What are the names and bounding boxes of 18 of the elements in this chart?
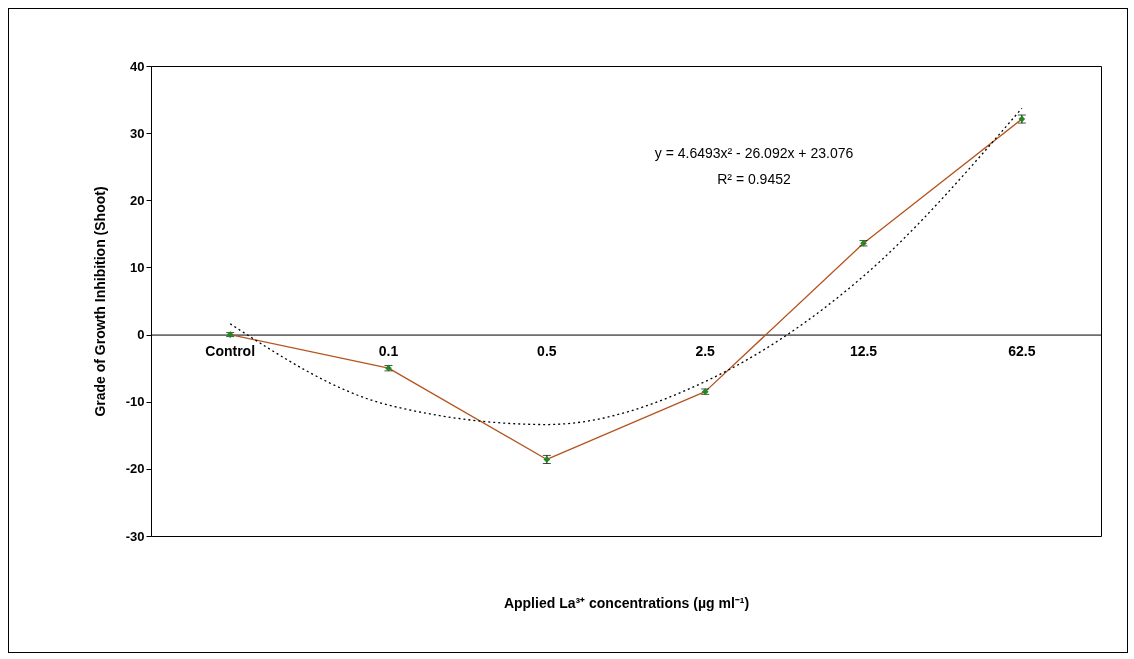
y-axis-title: Grade of Growth Inhibition (Shoot) [91,186,108,417]
y-tick-label: 0 [137,327,145,343]
x-tick-label: 12.5 [849,343,878,360]
y-tick-label: 20 [130,192,145,208]
x-tick-label: 0.5 [537,343,557,360]
y-tick-label: -20 [125,461,145,477]
y-tick-label: 30 [130,125,145,141]
x-axis-title: Applied La³⁺ concentrations (µg ml⁻¹) [503,594,750,611]
y-tick-label: 40 [130,58,145,74]
x-tick-label: Control [205,343,256,360]
annotation: y = 4.6493x² - 26.092x + 23.076 [654,145,854,161]
x-tick-label: 0.1 [378,343,399,360]
annotation: R² = 0.9452 [717,171,791,187]
y-tick-label: -10 [125,394,145,410]
y-tick-label: 10 [130,259,145,275]
x-tick-label: 2.5 [695,343,716,360]
x-tick-label: 62.5 [1008,343,1036,360]
y-tick-label: -30 [125,528,145,544]
